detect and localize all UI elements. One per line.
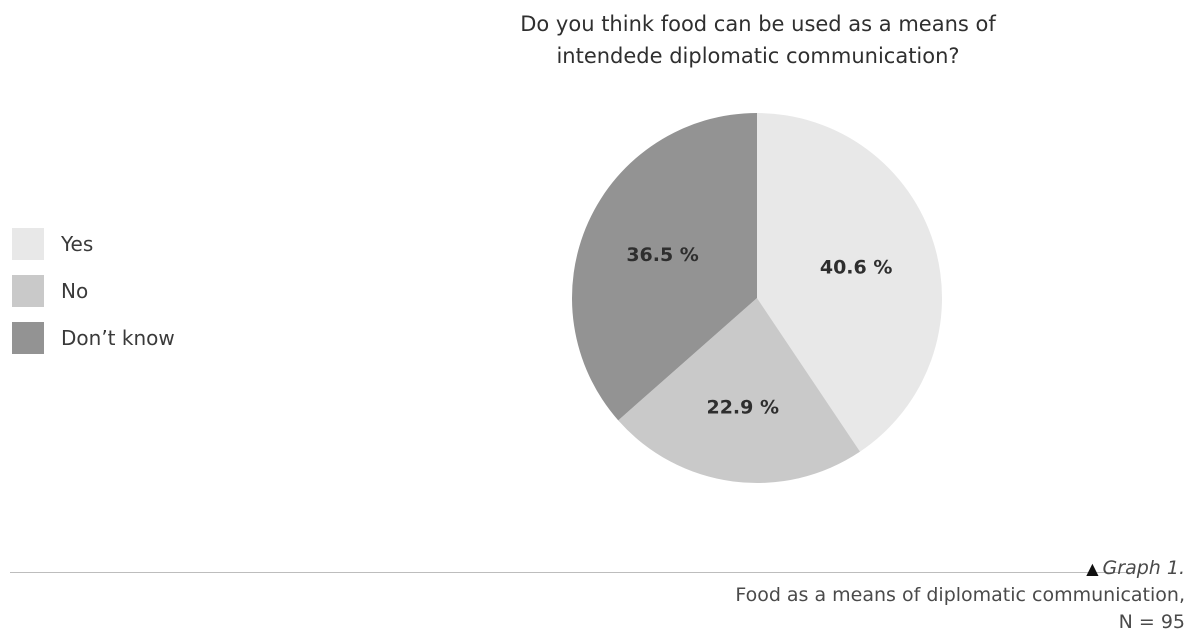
legend-label-yes: Yes: [61, 232, 94, 256]
pie-slice-no: [618, 298, 861, 483]
caption-divider: [10, 572, 1130, 573]
pie-slice-yes: [757, 113, 943, 452]
figure-caption: ▲ Graph 1. Food as a means of diplomatic …: [735, 555, 1185, 636]
caption-graph-label-row: ▲ Graph 1.: [735, 555, 1185, 582]
legend: Yes No Don’t know: [12, 227, 175, 368]
pie-label-no: 22.9 %: [706, 397, 779, 419]
legend-swatch-no: [12, 275, 44, 307]
legend-label-dont-know: Don’t know: [61, 326, 175, 350]
chart-title-line-2: intendede diplomatic communication?: [556, 44, 960, 68]
chart-title: Do you think food can be used as a means…: [383, 8, 1133, 72]
pie-slice-don-t-know: [572, 112, 757, 421]
legend-label-no: No: [61, 279, 89, 303]
legend-swatch-yes: [12, 228, 44, 260]
triangle-up-icon: ▲: [1086, 559, 1099, 578]
caption-line-2: N = 95: [1118, 611, 1185, 633]
pie-label-don-t-know: 36.5 %: [626, 244, 699, 266]
pie-label-yes: 40.6 %: [820, 256, 893, 278]
legend-item-yes: Yes: [12, 227, 175, 261]
legend-swatch-dont-know: [12, 322, 44, 354]
caption-line-1: Food as a means of diplomatic communicat…: [735, 584, 1185, 606]
caption-graph-label: Graph 1.: [1102, 557, 1185, 579]
legend-item-no: No: [12, 274, 175, 308]
legend-item-dont-know: Don’t know: [12, 321, 175, 355]
chart-title-line-1: Do you think food can be used as a means…: [520, 12, 996, 36]
